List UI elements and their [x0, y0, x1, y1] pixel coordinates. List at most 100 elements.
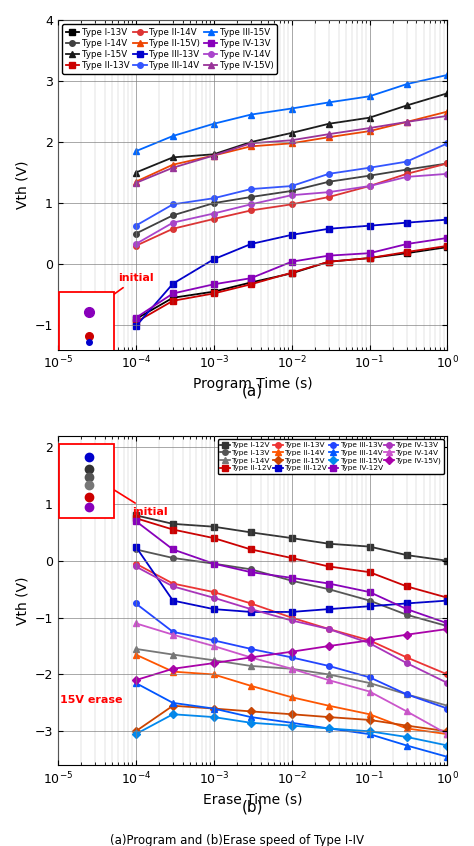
- Text: (a)Program and (b)Erase speed of Type I-IV: (a)Program and (b)Erase speed of Type I-…: [110, 834, 364, 846]
- Type I-13V: [289, 575, 294, 585]
- Line: Type II-12V: Type II-12V: [133, 515, 450, 601]
- Type II-14V: [445, 729, 450, 739]
- Type III-13V: [289, 230, 294, 240]
- Type IV-15V): [248, 652, 254, 662]
- Type III-13V: [248, 239, 254, 249]
- Type I-13V: [367, 596, 373, 606]
- Type I-13V: [367, 253, 373, 263]
- Type IV-14V: [133, 239, 138, 249]
- Type II-13V: [289, 267, 294, 277]
- Type IV-15V): [248, 138, 254, 148]
- Type II-14V: [367, 709, 373, 719]
- Type IV-13V: [367, 248, 373, 258]
- Line: Type I-12V: Type I-12V: [133, 513, 450, 563]
- Type II-15V: [445, 726, 450, 736]
- Type II-14V: [170, 667, 176, 677]
- Type II-12V: [248, 544, 254, 554]
- Type IV-15V): [133, 675, 138, 685]
- Type I-15V: [367, 113, 373, 123]
- Line: Type II-14V: Type II-14V: [133, 161, 450, 249]
- Type IV-14V: [170, 217, 176, 228]
- Line: Type IV-14V: Type IV-14V: [133, 171, 450, 247]
- Type IV-15V): [211, 151, 217, 161]
- Type III-15V: [211, 118, 217, 129]
- Type I-14V: [367, 171, 373, 181]
- Type II-13V: [170, 579, 176, 589]
- Type IV-12V: [326, 579, 332, 589]
- Type I-12V: [211, 522, 217, 532]
- Type I-14V: [367, 678, 373, 688]
- Type IV-15V): [326, 641, 332, 651]
- Type IV-15V): [404, 629, 410, 640]
- Type IV-13V: [170, 288, 176, 299]
- Line: Type IV-13V: Type IV-13V: [133, 563, 450, 686]
- Type II-12V: [367, 567, 373, 577]
- Type III-15V: [170, 131, 176, 141]
- Type II-14V: [404, 168, 410, 179]
- Type I-15V: [170, 152, 176, 162]
- Type III-15V: [404, 732, 410, 742]
- Type II-12V: [289, 553, 294, 563]
- Type II-12V: [445, 593, 450, 603]
- Type I-13V: [211, 287, 217, 297]
- Line: Type I-14V: Type I-14V: [133, 646, 450, 708]
- Type I-13V: [326, 584, 332, 594]
- Type IV-14V: [367, 181, 373, 191]
- Type IV-14V: [289, 664, 294, 674]
- Type II-15V: [248, 706, 254, 717]
- Type I-14V: [133, 228, 138, 239]
- Type II-15V: [133, 726, 138, 736]
- Type I-13V: [170, 553, 176, 563]
- Type IV-12V: [170, 544, 176, 554]
- Line: Type IV-15V): Type IV-15V): [133, 113, 450, 186]
- Type I-13V: [170, 293, 176, 303]
- Type II-15V: [211, 704, 217, 714]
- Type IV-14V: [133, 618, 138, 629]
- Type II-15V): [404, 117, 410, 127]
- Type IV-14V: [445, 168, 450, 179]
- Type IV-15V): [170, 664, 176, 674]
- Type II-13V: [211, 288, 217, 299]
- Type I-14V: [326, 669, 332, 679]
- Line: Type IV-13V: Type IV-13V: [133, 235, 450, 321]
- Text: initial: initial: [104, 484, 168, 517]
- Type I-13V: [445, 242, 450, 252]
- Type II-14V: [211, 669, 217, 679]
- Type I-15V: [248, 137, 254, 147]
- Line: Type II-15V): Type II-15V): [133, 109, 450, 184]
- Type II-14V: [445, 158, 450, 168]
- Type I-12V: [367, 541, 373, 552]
- Type II-15V: [289, 709, 294, 719]
- Type III-14V: [367, 729, 373, 739]
- Type IV-13V: [248, 273, 254, 283]
- Type III-14V: [289, 717, 294, 728]
- Type I-13V: [211, 558, 217, 569]
- Type II-13V: [445, 241, 450, 251]
- Type I-14V: [211, 655, 217, 665]
- Type IV-15V): [170, 162, 176, 173]
- Type IV-13V: [133, 562, 138, 572]
- Type II-13V: [326, 256, 332, 266]
- Type III-12V: [326, 604, 332, 614]
- X-axis label: Program Time (s): Program Time (s): [193, 376, 312, 391]
- Type II-13V: [367, 253, 373, 263]
- Type III-14V: [211, 704, 217, 714]
- Line: Type IV-14V: Type IV-14V: [133, 620, 450, 737]
- Type III-13V: [404, 689, 410, 700]
- Type I-12V: [133, 510, 138, 520]
- Type II-15V): [289, 138, 294, 148]
- Type I-14V: [211, 198, 217, 208]
- Type III-13V: [248, 644, 254, 654]
- Type III-13V: [289, 652, 294, 662]
- Type III-14V: [133, 678, 138, 688]
- Type III-14V: [248, 712, 254, 722]
- Type III-15V: [367, 726, 373, 736]
- Type I-13V: [248, 564, 254, 574]
- Type I-15V: [445, 88, 450, 98]
- Type III-15V: [326, 723, 332, 733]
- Type I-15V: [211, 149, 217, 159]
- Line: Type I-15V: Type I-15V: [133, 91, 450, 175]
- Type I-12V: [404, 550, 410, 560]
- Type III-14V: [326, 723, 332, 733]
- Type III-13V: [367, 221, 373, 231]
